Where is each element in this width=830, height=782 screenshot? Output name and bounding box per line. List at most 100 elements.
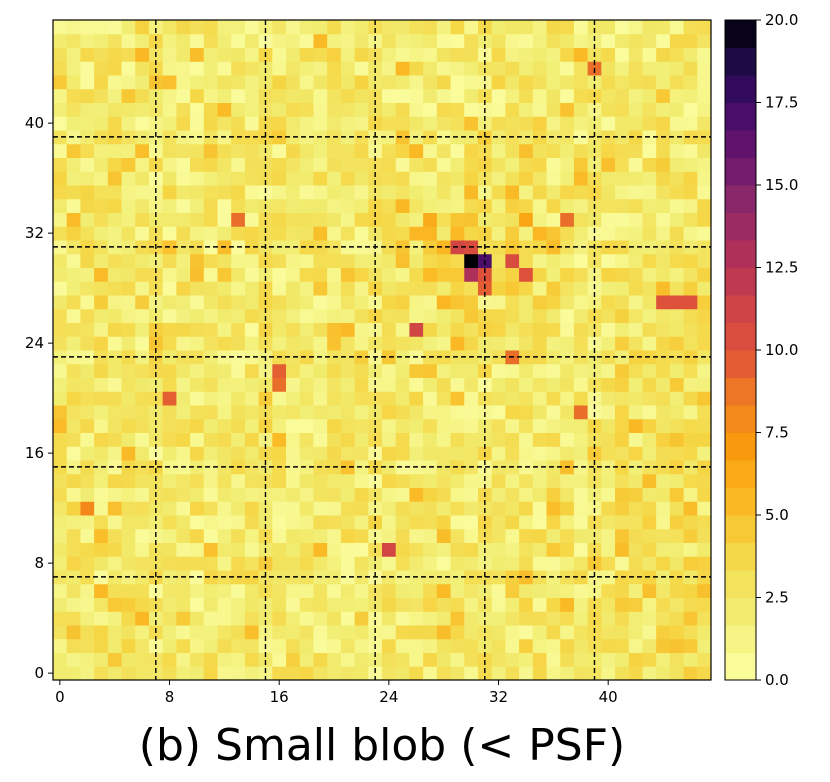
heatmap-cell xyxy=(505,597,520,612)
heatmap-cell xyxy=(464,487,479,502)
heatmap-cell xyxy=(669,88,685,103)
heatmap-cell xyxy=(203,308,218,323)
heatmap-cell xyxy=(80,583,95,598)
heatmap-cell xyxy=(313,226,328,241)
heatmap-cell xyxy=(354,322,369,337)
heatmap-cell xyxy=(53,61,68,76)
heatmap-cell xyxy=(135,501,150,516)
heatmap-cell xyxy=(135,102,150,117)
heatmap-cell xyxy=(615,295,630,310)
heatmap-cell xyxy=(409,20,424,35)
heatmap-cell xyxy=(107,253,123,268)
heatmap-cell xyxy=(423,528,438,543)
heatmap-cell xyxy=(176,143,191,158)
heatmap-cell xyxy=(327,102,342,117)
heatmap-cell xyxy=(244,226,260,241)
heatmap-cell xyxy=(669,460,685,475)
heatmap-cell xyxy=(628,47,643,62)
heatmap-cell xyxy=(546,583,561,598)
heatmap-cell xyxy=(656,143,671,158)
heatmap-cell xyxy=(464,432,479,447)
heatmap-cell xyxy=(382,405,397,420)
heatmap-cell xyxy=(669,625,685,640)
heatmap-cell xyxy=(231,102,246,117)
heatmap-cell xyxy=(94,363,109,378)
heatmap-cell xyxy=(519,212,534,227)
heatmap-cell xyxy=(532,391,547,406)
heatmap-cell xyxy=(395,143,410,158)
heatmap-cell xyxy=(94,75,109,90)
heatmap-cell xyxy=(340,611,356,626)
heatmap-cell xyxy=(573,75,589,90)
heatmap-cell xyxy=(615,116,630,131)
heatmap-cell xyxy=(66,253,81,268)
heatmap-cell xyxy=(340,528,356,543)
heatmap-cell xyxy=(423,75,438,90)
heatmap-cell xyxy=(409,391,424,406)
heatmap-cell xyxy=(121,446,136,461)
heatmap-cell xyxy=(683,473,698,488)
heatmap-cell xyxy=(53,377,68,392)
heatmap-cell xyxy=(573,391,589,406)
heatmap-cell xyxy=(368,20,383,35)
heatmap-cell xyxy=(587,570,602,585)
heatmap-cell xyxy=(121,487,136,502)
heatmap-cell xyxy=(203,515,218,530)
heatmap-cell xyxy=(587,363,602,378)
heatmap-cell xyxy=(340,350,356,365)
heatmap-cell xyxy=(217,20,232,35)
heatmap-cell xyxy=(299,322,314,337)
heatmap-cell xyxy=(340,570,356,585)
heatmap-cell xyxy=(423,638,438,653)
heatmap-cell xyxy=(190,336,205,351)
heatmap-cell xyxy=(519,363,534,378)
heatmap-cell xyxy=(327,528,342,543)
heatmap-cell xyxy=(519,515,534,530)
heatmap-cell xyxy=(423,515,438,530)
heatmap-cell xyxy=(231,267,246,282)
heatmap-cell xyxy=(272,611,287,626)
heatmap-cell xyxy=(573,88,589,103)
heatmap-cell xyxy=(327,336,342,351)
heatmap-cell xyxy=(505,33,520,48)
heatmap-cell xyxy=(299,405,314,420)
heatmap-cell xyxy=(190,61,205,76)
heatmap-cell xyxy=(505,61,520,76)
heatmap-cell xyxy=(340,116,356,131)
heatmap-cell xyxy=(697,405,712,420)
heatmap-cell xyxy=(286,418,301,433)
heatmap-cell xyxy=(121,295,136,310)
heatmap-cell xyxy=(477,75,493,90)
heatmap-cell xyxy=(505,185,520,200)
heatmap-cell xyxy=(313,185,328,200)
heatmap-cell xyxy=(162,267,177,282)
heatmap-cell xyxy=(436,625,452,640)
heatmap-cell xyxy=(505,446,520,461)
heatmap-cell xyxy=(121,501,136,516)
heatmap-cell xyxy=(286,47,301,62)
heatmap-cell xyxy=(203,652,218,667)
heatmap-cell xyxy=(368,515,383,530)
heatmap-cell xyxy=(203,418,218,433)
heatmap-cell xyxy=(560,253,575,268)
heatmap-cell xyxy=(217,363,232,378)
heatmap-cell xyxy=(464,116,479,131)
heatmap-cell xyxy=(80,88,95,103)
heatmap-cell xyxy=(642,185,657,200)
y-tick-label: 16 xyxy=(25,444,44,462)
heatmap-cell xyxy=(190,116,205,131)
heatmap-cell xyxy=(382,212,397,227)
heatmap-cell xyxy=(436,556,452,571)
heatmap-cell xyxy=(669,75,685,90)
heatmap-cell xyxy=(299,652,314,667)
heatmap-cell xyxy=(505,212,520,227)
heatmap-cell xyxy=(244,212,260,227)
heatmap-cell xyxy=(450,377,465,392)
heatmap-cell xyxy=(327,295,342,310)
heatmap-cell xyxy=(546,295,561,310)
heatmap-cell xyxy=(615,143,630,158)
colorbar-band xyxy=(725,652,756,681)
heatmap-cell xyxy=(450,611,465,626)
heatmap-cell xyxy=(217,542,232,557)
heatmap-cell xyxy=(642,281,657,296)
